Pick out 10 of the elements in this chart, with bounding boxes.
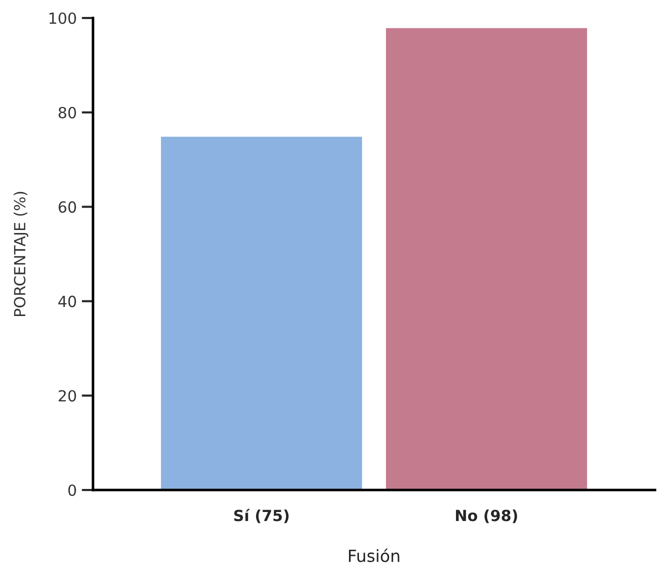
x-tick-label: No (98) [456, 509, 518, 524]
y-tick-label: 60 [58, 201, 76, 213]
y-tick-label: 0 [68, 484, 76, 496]
x-tick-label: Sí (75) [234, 508, 289, 524]
y-tick-label: 100 [50, 12, 76, 24]
y-axis-title: PORCENTAJE (%) [14, 192, 28, 316]
y-tick-label: 40 [58, 296, 76, 308]
y-tick-label: 20 [58, 390, 76, 402]
x-axis-title: Fusión [348, 548, 400, 562]
y-tick-label: 80 [58, 106, 76, 118]
